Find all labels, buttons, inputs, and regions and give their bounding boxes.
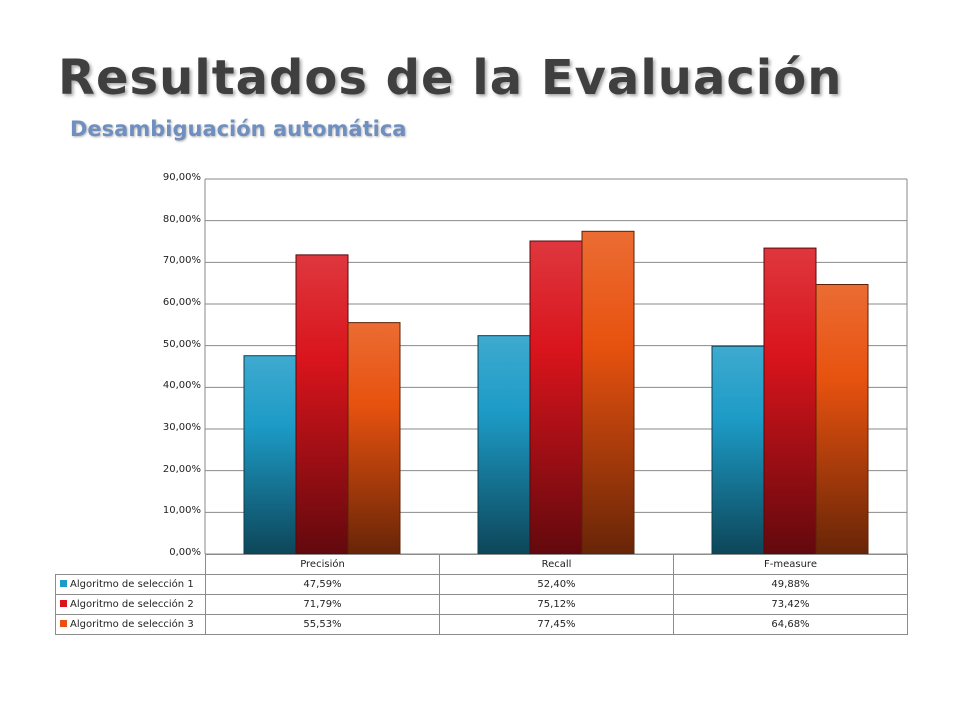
bar-f-measure-series-2 xyxy=(763,247,817,555)
value-cell: 52,40% xyxy=(439,574,674,595)
bar-recall-series-2 xyxy=(529,240,583,555)
series-name-cell: Algoritmo de selección 2 xyxy=(55,594,206,615)
series-name: Algoritmo de selección 2 xyxy=(70,599,194,610)
slide-title: Resultados de la Evaluación xyxy=(58,50,843,106)
data-table: Precisión Recall F-measure Algoritmo de … xyxy=(55,554,908,635)
y-tick-label: 50,00% xyxy=(162,338,201,350)
value-cell: 49,88% xyxy=(673,574,908,595)
bar-recall-series-1 xyxy=(477,335,531,555)
table-header-row: Precisión Recall F-measure xyxy=(55,554,908,575)
value-cell: 55,53% xyxy=(205,614,440,635)
y-tick-label: 70,00% xyxy=(162,255,201,267)
category-header: F-measure xyxy=(673,554,908,575)
bar-precisi-n-series-3 xyxy=(347,322,401,555)
series-name: Algoritmo de selección 1 xyxy=(70,579,194,590)
value-cell: 75,12% xyxy=(439,594,674,615)
value-cell: 47,59% xyxy=(205,574,440,595)
category-header: Precisión xyxy=(205,554,440,575)
y-tick-label: 0,00% xyxy=(169,547,201,558)
table-row: Algoritmo de selección 2 71,79% 75,12% 7… xyxy=(55,594,908,615)
y-tick-label: 90,00% xyxy=(162,172,201,183)
table-corner xyxy=(55,554,206,575)
y-tick-label: 60,00% xyxy=(162,297,201,308)
category-header: Recall xyxy=(439,554,674,575)
bar-precisi-n-series-1 xyxy=(243,355,297,555)
slide-subtitle: Desambiguación automática xyxy=(70,117,407,141)
legend-key xyxy=(60,580,67,587)
value-cell: 71,79% xyxy=(205,594,440,615)
series-name: Algoritmo de selección 3 xyxy=(70,619,194,630)
legend-key xyxy=(60,620,67,627)
table-row: Algoritmo de selección 3 55,53% 77,45% 6… xyxy=(55,614,908,635)
table-row: Algoritmo de selección 1 47,59% 52,40% 4… xyxy=(55,574,908,595)
y-tick-label: 30,00% xyxy=(162,422,201,433)
series-name-cell: Algoritmo de selección 3 xyxy=(55,614,206,635)
bar-precisi-n-series-2 xyxy=(295,254,349,555)
y-tick-label: 10,00% xyxy=(162,505,201,517)
value-cell: 64,68% xyxy=(673,614,908,635)
bar-f-measure-series-3 xyxy=(815,284,869,555)
value-cell: 77,45% xyxy=(439,614,674,635)
series-name-cell: Algoritmo de selección 1 xyxy=(55,574,206,595)
bar-recall-series-3 xyxy=(581,230,635,555)
value-cell: 73,42% xyxy=(673,594,908,615)
bar-f-measure-series-1 xyxy=(711,345,765,555)
legend-key xyxy=(60,600,67,607)
y-tick-label: 80,00% xyxy=(162,213,201,225)
y-tick-label: 20,00% xyxy=(162,463,201,475)
y-tick-label: 40,00% xyxy=(162,380,201,392)
